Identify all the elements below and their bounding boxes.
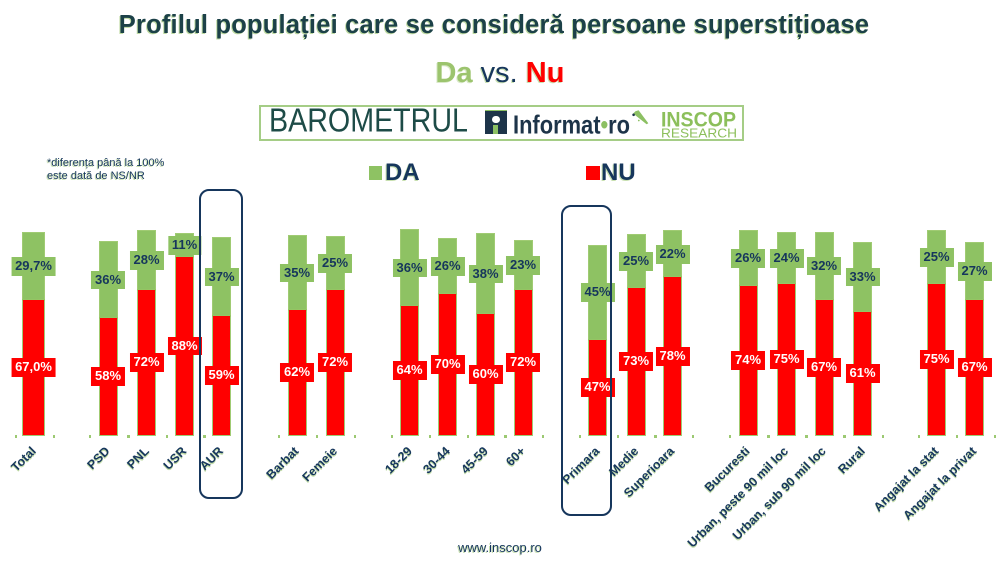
svg-text:Informat•ro: Informat•ro [513, 109, 630, 139]
svg-text:RESEARCH: RESEARCH [661, 126, 737, 141]
svg-text:BAROMETRUL: BAROMETRUL [269, 103, 468, 140]
svg-text:INSCOP: INSCOP [661, 109, 736, 132]
